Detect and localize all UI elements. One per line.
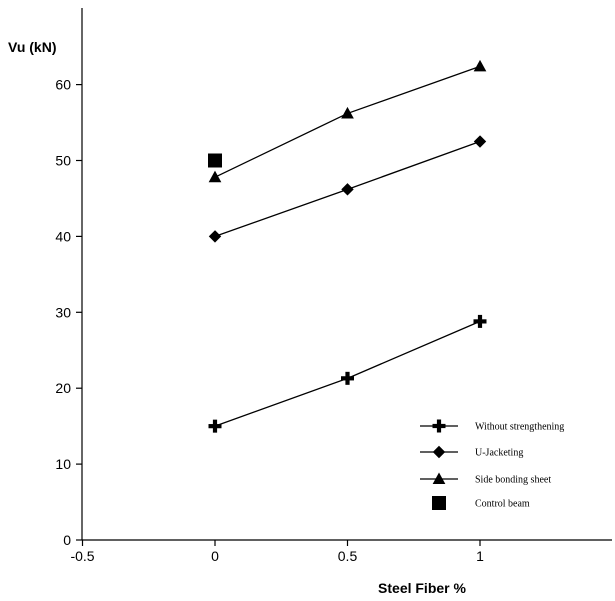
y-ticks: 0 10 20 30 40 50 60 (55, 77, 82, 548)
legend-item: U-Jacketing (420, 445, 523, 459)
x-tick-label: 1 (476, 548, 484, 564)
y-axis-title: Vu (kN) (8, 39, 56, 55)
x-axis-title: Steel Fiber % (378, 580, 466, 596)
series-1-point-v (212, 419, 218, 433)
x-tick-label: 0 (211, 548, 219, 564)
y-tick-label: 10 (55, 456, 71, 472)
series-4 (208, 153, 222, 168)
x-ticks: -0.500.512 (70, 540, 484, 564)
legend-item: Without strengthening (420, 419, 564, 433)
legend-marker (432, 496, 446, 510)
series-2-point (208, 230, 222, 243)
series-3-point (473, 59, 487, 72)
legend-label: Without strengthening (475, 422, 564, 433)
legend-marker (432, 445, 446, 459)
y-tick-label: 50 (55, 153, 71, 169)
legend-label: U-Jacketing (475, 448, 523, 459)
legend-item: Side bonding sheet (420, 472, 551, 486)
series-3 (208, 59, 487, 183)
legend-item: Control beam (432, 496, 530, 510)
series-1-point (473, 314, 487, 328)
x-tick-label: -0.5 (70, 548, 94, 564)
y-tick-label: 60 (55, 77, 71, 93)
series-3-point (341, 106, 354, 119)
y-tick-label: 30 (55, 304, 71, 320)
series-4-point (208, 153, 222, 168)
series-layer (208, 59, 487, 433)
y-tick-label: 40 (55, 228, 71, 244)
series-3-line (214, 65, 481, 178)
series-2-point (341, 183, 354, 196)
series-1-point-v (477, 314, 483, 328)
series-1-point-v (345, 371, 350, 385)
series-1-point (341, 371, 354, 385)
y-tick-label: 20 (55, 380, 71, 396)
legend: Without strengthening U-Jacketing Side bon… (420, 419, 564, 510)
x-tick-label: 0.5 (338, 548, 358, 564)
series-1-point (208, 419, 222, 433)
series-3-point (208, 170, 222, 183)
series-2 (208, 135, 487, 243)
legend-label: Control beam (475, 499, 530, 510)
legend-marker (432, 419, 446, 433)
series-2-point (473, 135, 487, 148)
axes (81, 8, 612, 541)
y-tick-label: 0 (63, 532, 71, 548)
series-1 (208, 314, 487, 433)
legend-marker (432, 472, 446, 484)
legend-marker-v (436, 419, 442, 433)
legend-label: Side bonding sheet (475, 475, 551, 486)
